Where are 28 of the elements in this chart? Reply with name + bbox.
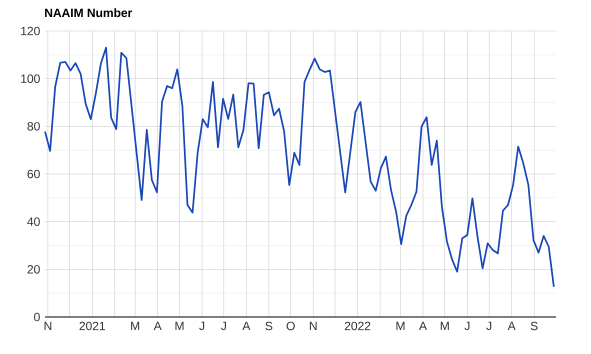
x-tick-label: J [221, 322, 226, 330]
y-tick-label: 100 [21, 74, 40, 83]
y-tick-label: 40 [27, 217, 40, 226]
x-tick-label: N [44, 322, 52, 330]
x-tick-label: J [486, 322, 492, 330]
x-tick-label: M [396, 322, 404, 330]
y-tick-label: 80 [27, 122, 40, 131]
y-tick-label: 0 [34, 312, 40, 322]
chart-title: NAAIM Number [45, 8, 132, 18]
x-tick-label: J [464, 322, 470, 330]
x-tick-label: A [154, 322, 162, 330]
x-tick-label: M [175, 322, 184, 330]
x-tick-label: S [530, 322, 538, 330]
x-tick-label: O [286, 322, 295, 330]
y-tick-label: 60 [28, 170, 40, 178]
x-tick-label: N [310, 322, 317, 330]
x-tick-label: S [265, 322, 272, 330]
x-tick-label: J [199, 322, 204, 330]
x-tick-label: M [440, 322, 449, 330]
x-tick-label: A [419, 322, 427, 330]
line-series [44, 46, 555, 288]
x-tick-label: M [131, 322, 140, 330]
y-tick-label: 120 [21, 26, 40, 36]
y-tick-label: 20 [28, 265, 40, 274]
x-tick-label: 2021 [80, 322, 106, 330]
x-tick-label: 2022 [344, 322, 370, 330]
x-tick-label: A [242, 322, 250, 330]
x-tick-label: A [508, 322, 516, 330]
